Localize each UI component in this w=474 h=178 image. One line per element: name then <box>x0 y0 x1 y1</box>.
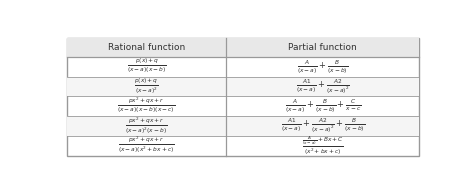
Text: Partial function: Partial function <box>289 43 357 52</box>
Bar <box>66 38 419 57</box>
Bar <box>66 116 419 136</box>
Text: $\frac{px^{2}+qx+r}{(x-a)(x-b)(x-c)}$: $\frac{px^{2}+qx+r}{(x-a)(x-b)(x-c)}$ <box>118 96 176 116</box>
Text: $\frac{\frac{A}{(x-a)}+Bx+C}{(x^{2}+bx+c)}$: $\frac{\frac{A}{(x-a)}+Bx+C}{(x^{2}+bx+c… <box>302 134 344 157</box>
Text: $\frac{A1}{(x-a)}+\frac{A2}{(x-a)^{2}}+\frac{B}{(x-b)}$: $\frac{A1}{(x-a)}+\frac{A2}{(x-a)^{2}}+\… <box>281 117 365 135</box>
Bar <box>66 77 419 96</box>
Text: $\frac{A}{(x-a)}+\frac{B}{(x-b)}+\frac{C}{x-c}$: $\frac{A}{(x-a)}+\frac{B}{(x-b)}+\frac{C… <box>285 98 361 115</box>
Text: $\frac{p(x)+q}{(x-a)(x-b)}$: $\frac{p(x)+q}{(x-a)(x-b)}$ <box>127 57 166 76</box>
Bar <box>66 38 419 156</box>
Text: $\frac{px^{2}+qx+r}{(x-a)(x^{2}+bx+c)}$: $\frac{px^{2}+qx+r}{(x-a)(x^{2}+bx+c)}$ <box>118 135 175 156</box>
Text: Rational function: Rational function <box>108 43 185 52</box>
Text: $\frac{A}{(x-a)}+\frac{B}{(x-b)}$: $\frac{A}{(x-a)}+\frac{B}{(x-b)}$ <box>297 58 348 76</box>
Text: $\frac{p(x)+q}{(x-a)^{2}}$: $\frac{p(x)+q}{(x-a)^{2}}$ <box>134 77 159 97</box>
Text: $\frac{A1}{(x-a)}+\frac{A2}{(x-a)^{2}}$: $\frac{A1}{(x-a)}+\frac{A2}{(x-a)^{2}}$ <box>296 77 350 96</box>
Text: $\frac{px^{2}+qx+r}{(x-a)^{2}(x-b)}$: $\frac{px^{2}+qx+r}{(x-a)^{2}(x-b)}$ <box>125 116 168 137</box>
